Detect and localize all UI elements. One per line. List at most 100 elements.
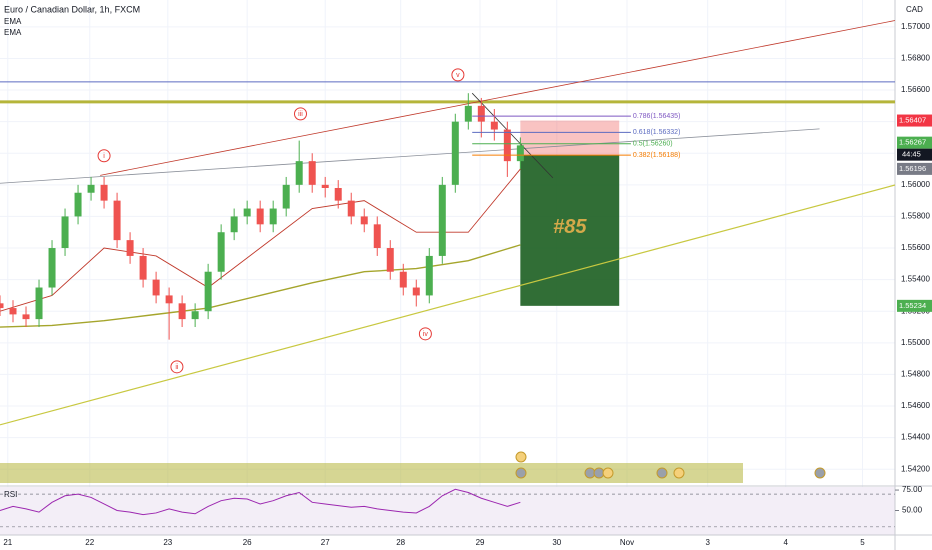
y-tick-label: 1.54200 <box>901 464 930 473</box>
candle-body <box>295 161 303 185</box>
wave-label: iii <box>298 111 303 118</box>
price-label-box <box>897 136 932 149</box>
x-tick-label: 30 <box>552 538 561 547</box>
currency-label: CAD <box>906 5 923 14</box>
candle-body <box>0 303 4 309</box>
candle-body <box>269 208 277 225</box>
candle-body <box>230 216 238 233</box>
y-tick-label: 1.57000 <box>901 22 930 31</box>
y-tick-label: 1.55600 <box>901 243 930 252</box>
wave-marker <box>418 327 432 341</box>
x-tick-label: 26 <box>243 538 252 547</box>
candle-body <box>321 184 329 188</box>
candle-body <box>399 271 407 288</box>
trend-line <box>0 128 820 184</box>
position-label: #85 <box>553 216 587 238</box>
candle-body <box>204 271 212 312</box>
price-label: 1.56267 <box>899 138 926 147</box>
event-icon <box>814 467 826 479</box>
y-tick-label: 1.56600 <box>901 85 930 94</box>
candle-body <box>308 161 316 185</box>
candle-body <box>334 187 342 201</box>
candle-body <box>100 184 108 201</box>
event-icon <box>656 467 668 479</box>
fib-label: 0.5(1.56260) <box>633 141 673 148</box>
candle-body <box>113 200 121 241</box>
x-tick-label: 27 <box>321 538 330 547</box>
candle-body <box>425 255 433 296</box>
candle-body <box>438 184 446 256</box>
price-label-box <box>897 114 932 127</box>
candle-body <box>503 129 511 162</box>
x-tick-label: 22 <box>85 538 94 547</box>
wave-marker <box>97 149 111 163</box>
trend-line <box>471 92 554 179</box>
candle-body <box>165 295 173 304</box>
candle-body <box>282 184 290 209</box>
y-tick-label: 1.54800 <box>901 370 930 379</box>
wave-label: iv <box>423 331 429 338</box>
trend-line <box>0 184 896 426</box>
candle-body <box>217 232 225 272</box>
x-tick-label: Nov <box>620 538 634 547</box>
rsi-tick-label: 75.00 <box>902 485 923 494</box>
x-tick-label: 23 <box>163 538 172 547</box>
candle-body <box>87 184 95 193</box>
x-tick-label: 4 <box>784 538 789 547</box>
position-risk <box>520 120 620 156</box>
candle-body <box>178 303 186 320</box>
event-icon <box>515 451 527 463</box>
candle-body <box>74 192 82 217</box>
candle-body <box>256 208 264 225</box>
price-label: 1.55234 <box>899 301 926 310</box>
trend-line <box>100 20 896 176</box>
ema-line <box>0 168 521 312</box>
candle-body <box>191 311 199 320</box>
candle-body <box>9 308 17 315</box>
price-label: 1.56196 <box>899 164 926 173</box>
candle-body <box>48 248 56 288</box>
candle-body <box>360 216 368 225</box>
candle-body <box>22 314 30 320</box>
event-icon <box>673 467 685 479</box>
candle-body <box>477 105 485 122</box>
y-tick-label: 1.55800 <box>901 212 930 221</box>
event-icon <box>515 467 527 479</box>
y-tick-label: 1.54600 <box>901 401 930 410</box>
fib-label: 0.618(1.56332) <box>633 129 680 136</box>
fib-label: 0.382(1.56188) <box>633 152 680 159</box>
price-label-box <box>897 162 932 175</box>
candle-body <box>347 200 355 217</box>
candle-body <box>386 248 394 272</box>
x-tick-label: 21 <box>3 538 12 547</box>
y-tick-label: 1.56800 <box>901 54 930 63</box>
candle-body <box>61 216 69 249</box>
y-tick-label: 1.54400 <box>901 433 930 442</box>
y-tick-label: 1.55000 <box>901 338 930 347</box>
x-tick-label: 3 <box>705 538 710 547</box>
countdown: 44:45 <box>902 150 921 159</box>
candle-body <box>373 224 381 249</box>
chart-title: Euro / Canadian Dollar, 1h, FXCM <box>4 4 140 14</box>
ema-line <box>0 244 521 328</box>
candle-body <box>152 279 160 296</box>
y-tick-label: 1.55400 <box>901 275 930 284</box>
fib-label: 0.786(1.56435) <box>633 113 680 120</box>
candle-body <box>464 105 472 122</box>
candle-body <box>139 255 147 280</box>
rsi-tick-label: 50.00 <box>902 506 923 515</box>
candle-body <box>35 287 43 320</box>
candle-body <box>451 121 459 185</box>
candle-body <box>243 208 251 217</box>
wave-marker <box>170 360 184 374</box>
x-tick-label: 28 <box>396 538 405 547</box>
wave-marker <box>451 68 465 82</box>
candle-body <box>412 287 420 296</box>
x-tick-label: 5 <box>860 538 865 547</box>
wave-marker <box>294 107 308 121</box>
x-tick-label: 29 <box>476 538 485 547</box>
candle-body <box>516 145 524 162</box>
wave-label: ii <box>175 364 179 371</box>
